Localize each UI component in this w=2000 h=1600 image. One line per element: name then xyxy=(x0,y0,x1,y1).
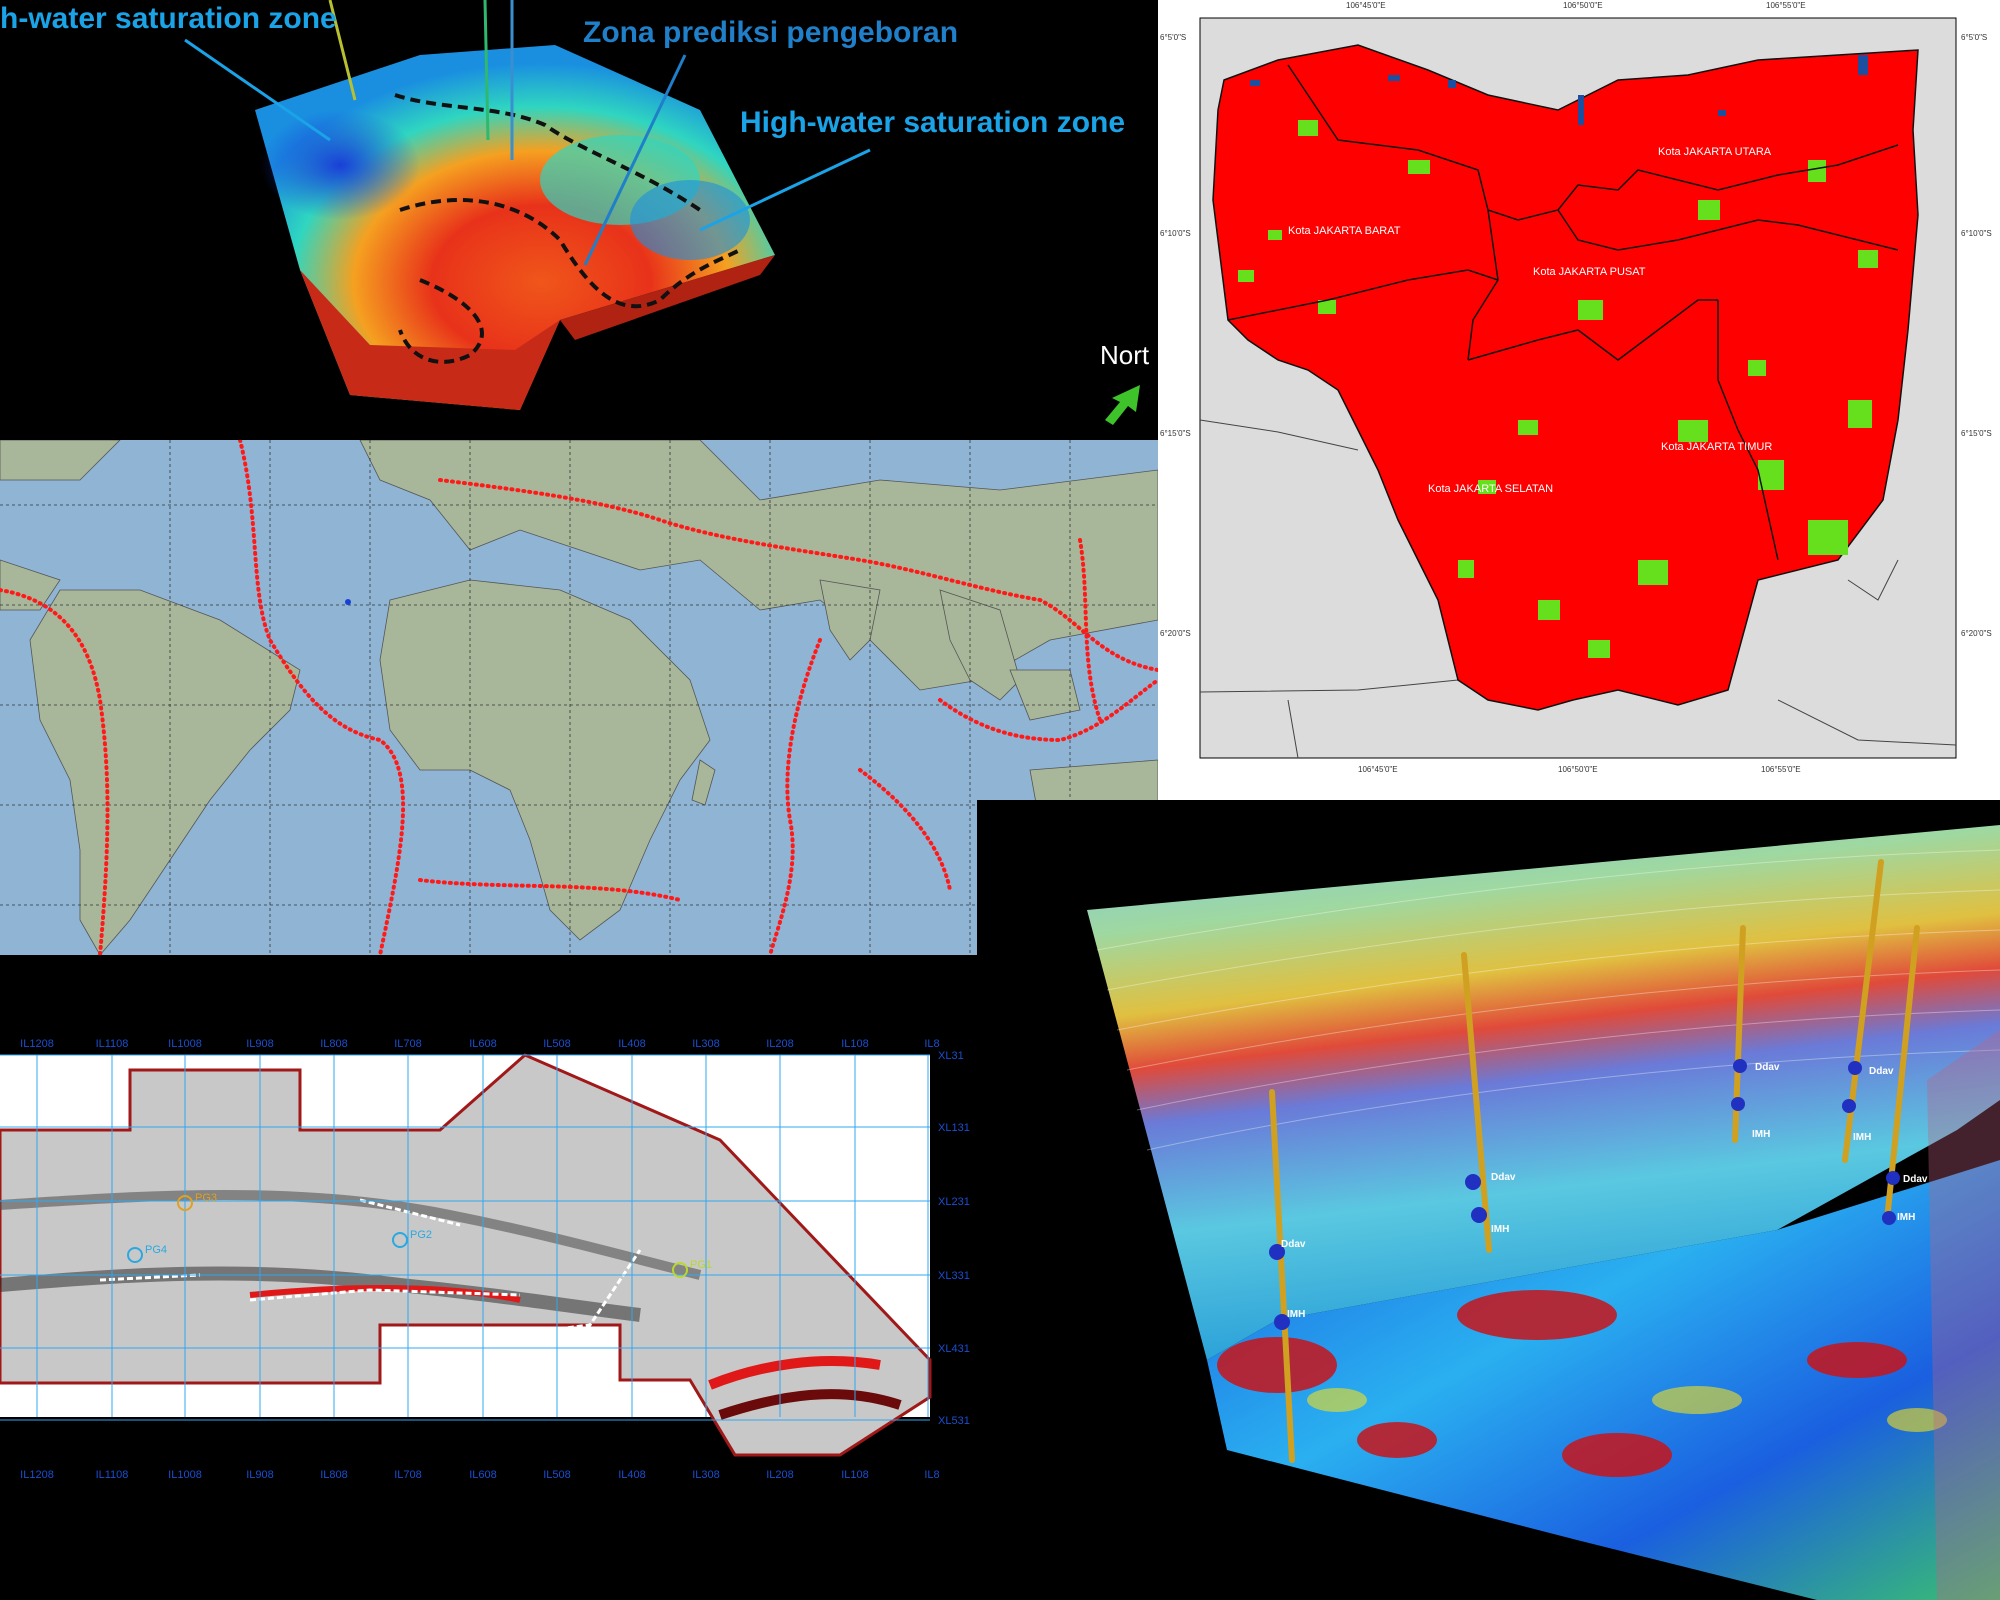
reservoir-block xyxy=(184,0,1140,425)
left-coord: 6°20'0"S xyxy=(1160,629,1191,638)
jakarta-map-panel: Kota JAKARTA UTARA Kota JAKARTA BARAT Ko… xyxy=(1158,0,2000,800)
world-quake-map-panel xyxy=(0,440,1158,955)
il-label: IL8 xyxy=(924,1038,939,1050)
reservoir-panel: h-water saturation zone Zona prediksi pe… xyxy=(0,0,1158,440)
southeast-asia-landmass xyxy=(939,589,1021,701)
il-label: IL808 xyxy=(320,1038,348,1050)
xl-label: XL531 xyxy=(938,1415,970,1427)
africa-landmass xyxy=(379,579,711,941)
il-label: IL108 xyxy=(841,1469,869,1481)
well-label: PG3 xyxy=(195,1192,217,1204)
district-label-timur: Kota JAKARTA TIMUR xyxy=(1661,441,1772,453)
well-top-label: Ddav xyxy=(1755,1062,1780,1073)
well-base-label: IMH xyxy=(1491,1224,1509,1235)
il-label: IL408 xyxy=(618,1038,646,1050)
well-label: PG4 xyxy=(145,1244,167,1256)
district-label-selatan: Kota JAKARTA SELATAN xyxy=(1428,483,1553,495)
bottom-coord: 106°55'0"E xyxy=(1761,765,1801,774)
il-label: IL808 xyxy=(320,1469,348,1481)
seismic-3d-volume: Ddav IMH Ddav IMH Ddav IMH Ddav IMH Ddav… xyxy=(1087,825,2000,1600)
india-landmass xyxy=(819,579,881,661)
top-coord: 106°50'0"E xyxy=(1563,1,1603,10)
well-trajectory[interactable] xyxy=(1269,1089,1295,1463)
right-coord: 6°20'0"S xyxy=(1961,629,1992,638)
well-top-label: Ddav xyxy=(1491,1172,1516,1183)
label-drilling-zone: Zona prediksi pengeboran xyxy=(583,16,959,49)
bottom-il-labels: IL1208 IL1108 IL1008 IL908 IL808 IL708 I… xyxy=(20,1469,939,1481)
il-label: IL1008 xyxy=(168,1469,202,1481)
il-label: IL1108 xyxy=(96,1469,129,1481)
well-base-label: IMH xyxy=(1853,1132,1871,1143)
quake-marker-blue xyxy=(345,599,351,605)
seismic-survey-outline xyxy=(0,1053,932,1457)
xl-label: XL131 xyxy=(938,1122,970,1134)
il-label: IL1108 xyxy=(96,1038,129,1050)
jakarta-map: Kota JAKARTA UTARA Kota JAKARTA BARAT Ko… xyxy=(1160,1,1992,774)
il-label: IL308 xyxy=(692,1038,720,1050)
north-label: Nort xyxy=(1100,340,1150,370)
il-label: IL1008 xyxy=(168,1038,202,1050)
borneo-landmass xyxy=(1009,669,1081,721)
il-label: IL608 xyxy=(469,1469,497,1481)
well-top-label: Ddav xyxy=(1903,1174,1928,1185)
well-marker[interactable] xyxy=(177,1195,193,1211)
well-top-label: Ddav xyxy=(1869,1066,1894,1077)
district-label-utara: Kota JAKARTA UTARA xyxy=(1658,146,1772,158)
right-coord: 6°10'0"S xyxy=(1961,229,1992,238)
il-label: IL1208 xyxy=(20,1038,54,1050)
well-marker[interactable] xyxy=(127,1247,143,1263)
label-saturation-right: High-water saturation zone xyxy=(740,106,1126,139)
well-marker[interactable] xyxy=(672,1262,688,1278)
il-label: IL508 xyxy=(543,1038,571,1050)
seismic-3d-panel: Ddav IMH Ddav IMH Ddav IMH Ddav IMH Ddav… xyxy=(977,800,2000,1600)
well-base-label: IMH xyxy=(1897,1212,1915,1223)
xl-label: XL331 xyxy=(938,1270,970,1282)
top-il-labels: IL1208 IL1108 IL1008 IL908 IL808 IL708 I… xyxy=(20,1038,939,1050)
seismic-map: PG3 PG2 PG4 PG1 IL1208 IL1108 IL1008 IL9… xyxy=(0,1038,970,1481)
top-coord: 106°45'0"E xyxy=(1346,1,1386,10)
il-label: IL208 xyxy=(766,1469,794,1481)
right-coord: 6°5'0"S xyxy=(1961,33,1987,42)
world-quake-map xyxy=(0,440,1158,955)
xl-label: XL231 xyxy=(938,1196,970,1208)
il-label: IL1208 xyxy=(20,1469,54,1481)
il-label: IL8 xyxy=(924,1469,939,1481)
well-label: PG2 xyxy=(410,1229,432,1241)
il-label: IL908 xyxy=(246,1038,274,1050)
bottom-coord: 106°50'0"E xyxy=(1558,765,1598,774)
il-label: IL408 xyxy=(618,1469,646,1481)
xl-label: XL31 xyxy=(938,1050,964,1062)
greenland-landmass xyxy=(0,440,121,481)
left-coord: 6°15'0"S xyxy=(1160,429,1191,438)
il-label: IL708 xyxy=(394,1469,422,1481)
district-label-pusat: Kota JAKARTA PUSAT xyxy=(1533,266,1646,278)
well-label: PG1 xyxy=(690,1259,712,1271)
well-trajectory[interactable] xyxy=(1461,952,1492,1253)
right-coord: 6°15'0"S xyxy=(1961,429,1992,438)
label-saturation-left: h-water saturation zone xyxy=(0,2,337,35)
il-label: IL708 xyxy=(394,1038,422,1050)
seismic-map-panel: PG3 PG2 PG4 PG1 IL1208 IL1108 IL1008 IL9… xyxy=(0,955,977,1600)
il-label: IL508 xyxy=(543,1469,571,1481)
xl-labels: XL31 XL131 XL231 XL331 XL431 XL531 xyxy=(938,1050,970,1427)
il-label: IL908 xyxy=(246,1469,274,1481)
il-label: IL208 xyxy=(766,1038,794,1050)
left-coord: 6°5'0"S xyxy=(1160,33,1186,42)
central-america-landmass xyxy=(0,559,61,611)
top-coord: 106°55'0"E xyxy=(1766,1,1806,10)
xl-label: XL431 xyxy=(938,1343,970,1355)
south-america-landmass xyxy=(29,589,301,955)
well-base-label: IMH xyxy=(1287,1309,1305,1320)
well-marker[interactable] xyxy=(392,1232,408,1248)
well-top-label: Ddav xyxy=(1281,1239,1306,1250)
il-label: IL108 xyxy=(841,1038,869,1050)
district-label-barat: Kota JAKARTA BARAT xyxy=(1288,225,1401,237)
bottom-coord: 106°45'0"E xyxy=(1358,765,1398,774)
il-label: IL308 xyxy=(692,1469,720,1481)
well-base-label: IMH xyxy=(1752,1129,1770,1140)
il-label: IL608 xyxy=(469,1038,497,1050)
north-arrow-icon xyxy=(1105,385,1140,425)
left-coord: 6°10'0"S xyxy=(1160,229,1191,238)
